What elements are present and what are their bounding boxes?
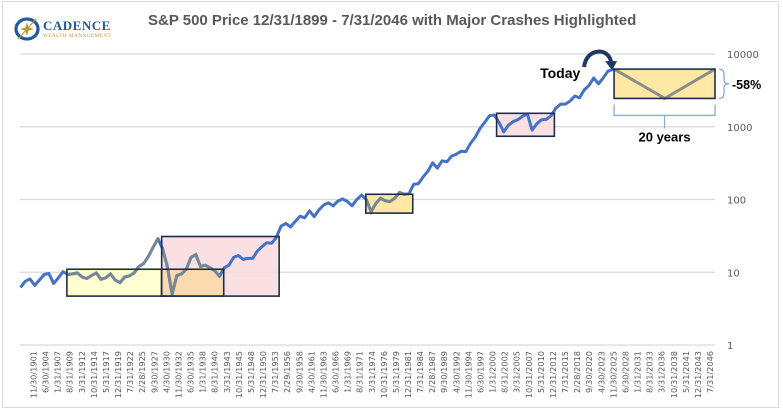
- chart-title: S&P 500 Price 12/31/1899 - 7/31/2046 wit…: [148, 12, 637, 29]
- sp500-price-line: [19, 67, 615, 296]
- x-tick-label: 3/31/1974: [367, 351, 377, 393]
- crash-period-line: [67, 237, 160, 285]
- x-tick-label: 2/28/1925: [137, 351, 147, 393]
- percent-bracket: [718, 68, 730, 100]
- x-tick-label: 8/31/1940: [210, 351, 220, 393]
- crash-period-line: [364, 190, 410, 216]
- x-tick-label: 2/28/1987: [427, 351, 437, 393]
- x-tick-label: 4/30/1961: [306, 351, 316, 393]
- x-tick-label: 3/31/1912: [77, 351, 87, 393]
- highlight-box: [496, 113, 555, 137]
- x-tick-label: 11/30/1963: [318, 351, 328, 398]
- highlight-box-border: [160, 268, 225, 297]
- x-tick-label: 12/31/2012: [548, 351, 558, 398]
- curved-arrow-icon: [582, 49, 614, 68]
- x-tick-label: 1/31/1907: [53, 351, 63, 393]
- x-tick-label: 1/31/1969: [343, 351, 353, 393]
- x-tick-label: 12/31/1981: [403, 351, 413, 398]
- y-tick-label: 1000: [727, 123, 752, 134]
- x-tick-label: 3/31/2036: [657, 351, 667, 393]
- highlight-box-border: [495, 112, 556, 138]
- x-tick-label: 8/31/2002: [500, 351, 510, 393]
- x-tick-label: 2/29/1956: [282, 351, 292, 393]
- logo-subtitle: WEALTH MANAGEMENT: [43, 34, 112, 39]
- x-tick-label: 11/30/1994: [463, 351, 473, 398]
- x-tick-label: 6/30/1997: [475, 351, 485, 393]
- drawdown-label: -58%: [732, 78, 761, 92]
- x-tick-label: 5/31/1948: [246, 351, 256, 393]
- x-tick-label: 7/31/2046: [705, 351, 715, 393]
- x-tick-label: 6/30/2028: [620, 351, 630, 393]
- x-tick-label: 1/31/1938: [198, 351, 208, 393]
- y-tick-label: 10000: [727, 50, 759, 61]
- x-tick-label: 4/30/1992: [451, 351, 461, 393]
- x-tick-label: 5/31/1979: [391, 351, 401, 393]
- x-tick-label: 11/30/1932: [173, 351, 183, 398]
- company-logo: CADENCE WEALTH MANAGEMENT: [14, 14, 111, 44]
- x-tick-label: 5/31/2010: [536, 351, 546, 393]
- duration-bracket: [613, 104, 716, 129]
- highlight-box: [614, 69, 715, 99]
- x-tick-label: 9/30/1958: [294, 351, 304, 393]
- x-tick-label: 12/31/1950: [258, 351, 268, 398]
- y-tick-label: 10: [727, 268, 740, 279]
- x-tick-label: 8/31/1909: [65, 351, 75, 393]
- logo-name: CADENCE: [43, 18, 111, 33]
- x-tick-label: 12/31/2043: [693, 351, 703, 398]
- x-tick-label: 7/31/2015: [560, 351, 570, 393]
- x-tick-label: 3/31/1943: [222, 351, 232, 393]
- x-tick-label: 2/28/2018: [572, 351, 582, 393]
- x-tick-label: 10/31/1945: [234, 351, 244, 398]
- x-tick-label: 10/31/1976: [379, 351, 389, 398]
- x-tick-label: 1/31/2000: [488, 351, 498, 393]
- highlight-box: [66, 269, 162, 297]
- x-tick-label: 9/30/2020: [584, 351, 594, 393]
- x-tick-label: 1/31/2031: [633, 351, 643, 393]
- x-tick-label: 11/30/2025: [608, 351, 618, 398]
- compass-logo-icon: [14, 17, 40, 41]
- x-tick-label: 5/31/2041: [681, 351, 691, 393]
- x-tick-label: 9/30/1989: [439, 351, 449, 393]
- x-tick-label: 11/30/1901: [29, 351, 39, 398]
- highlight-box: [365, 194, 413, 214]
- today-label: Today: [540, 65, 580, 81]
- arrow-head-icon: [605, 61, 618, 71]
- duration-label: 20 years: [639, 129, 691, 144]
- x-tick-label: 7/31/1922: [125, 351, 135, 393]
- x-tick-label: 8/31/1971: [355, 351, 365, 393]
- x-tick-label: 4/30/2023: [596, 351, 606, 393]
- x-tick-label: 12/31/1919: [113, 351, 123, 398]
- x-tick-label: 4/30/1930: [161, 351, 171, 393]
- x-tick-label: 6/30/1935: [186, 351, 196, 393]
- x-tick-label: 10/31/2038: [669, 351, 679, 398]
- x-tick-label: 8/31/2033: [645, 351, 655, 393]
- x-tick-label: 7/31/1984: [415, 351, 425, 393]
- crash-period-line: [161, 248, 221, 295]
- x-tick-label: 9/30/1927: [149, 351, 159, 393]
- x-tick-label: 3/31/2005: [512, 351, 522, 393]
- y-tick-label: 100: [727, 196, 746, 207]
- highlight-box-border: [365, 193, 414, 214]
- x-tick-label: 10/31/2007: [524, 351, 534, 398]
- x-tick-label: 7/31/1953: [270, 351, 280, 393]
- x-tick-label: 6/30/1966: [331, 351, 341, 393]
- x-tick-label: 6/30/1904: [41, 351, 51, 393]
- highlight-box-border: [613, 68, 716, 100]
- x-tick-label: 5/31/1917: [101, 351, 111, 393]
- x-tick-label: 10/31/1914: [89, 351, 99, 398]
- y-tick-label: 1: [727, 341, 733, 352]
